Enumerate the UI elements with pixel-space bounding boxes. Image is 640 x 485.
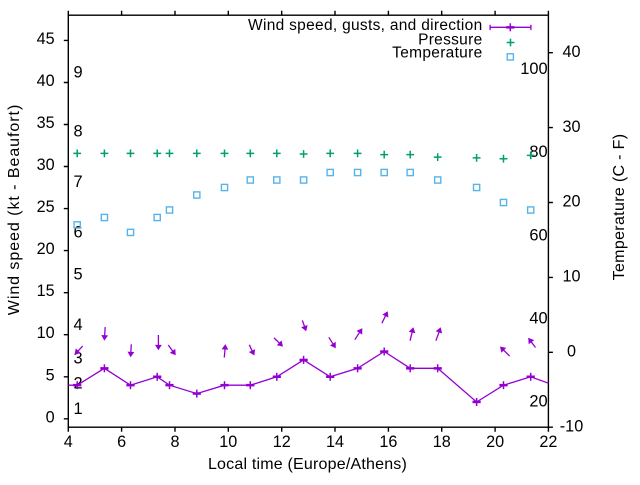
svg-text:20: 20 [562,193,580,211]
svg-text:8: 8 [74,122,83,140]
svg-text:4: 4 [74,316,83,334]
svg-text:16: 16 [379,433,397,451]
svg-text:Wind speed, gusts, and directi: Wind speed, gusts, and direction [248,17,482,34]
svg-text:1: 1 [74,400,83,418]
svg-text:14: 14 [326,433,344,451]
svg-text:Pressure: Pressure [418,32,482,49]
svg-text:18: 18 [433,433,451,451]
svg-text:22: 22 [539,433,557,451]
svg-text:40: 40 [37,72,55,90]
svg-text:4: 4 [64,433,73,451]
svg-text:8: 8 [170,433,179,451]
svg-text:100: 100 [520,60,547,78]
svg-text:7: 7 [74,173,83,191]
svg-text:20: 20 [529,393,547,411]
svg-text:35: 35 [37,114,55,132]
svg-text:2: 2 [74,375,83,393]
svg-text:10: 10 [219,433,237,451]
svg-text:Wind speed (kt - Beaufort): Wind speed (kt - Beaufort) [6,104,23,315]
svg-text:20: 20 [37,240,55,258]
svg-text:25: 25 [37,198,55,216]
svg-text:20: 20 [486,433,504,451]
svg-text:0: 0 [567,343,576,361]
svg-text:40: 40 [562,43,580,61]
svg-text:30: 30 [562,118,580,136]
svg-text:80: 80 [529,143,547,161]
svg-text:Local time (Europe/Athens): Local time (Europe/Athens) [208,456,407,473]
svg-text:10: 10 [37,324,55,342]
svg-text:-10: -10 [560,417,583,435]
svg-text:6: 6 [117,433,126,451]
svg-text:Temperature: Temperature [392,45,482,62]
svg-text:9: 9 [74,64,83,82]
svg-text:40: 40 [529,310,547,328]
svg-text:30: 30 [37,156,55,174]
svg-text:15: 15 [37,282,55,300]
svg-text:Temperature (C - F): Temperature (C - F) [611,134,628,281]
svg-text:12: 12 [273,433,291,451]
svg-text:5: 5 [74,265,83,283]
svg-text:3: 3 [74,349,83,367]
svg-text:45: 45 [37,30,55,48]
svg-text:0: 0 [46,408,55,426]
svg-text:60: 60 [529,226,547,244]
svg-text:5: 5 [46,366,55,384]
svg-text:6: 6 [74,223,83,241]
svg-text:10: 10 [562,268,580,286]
